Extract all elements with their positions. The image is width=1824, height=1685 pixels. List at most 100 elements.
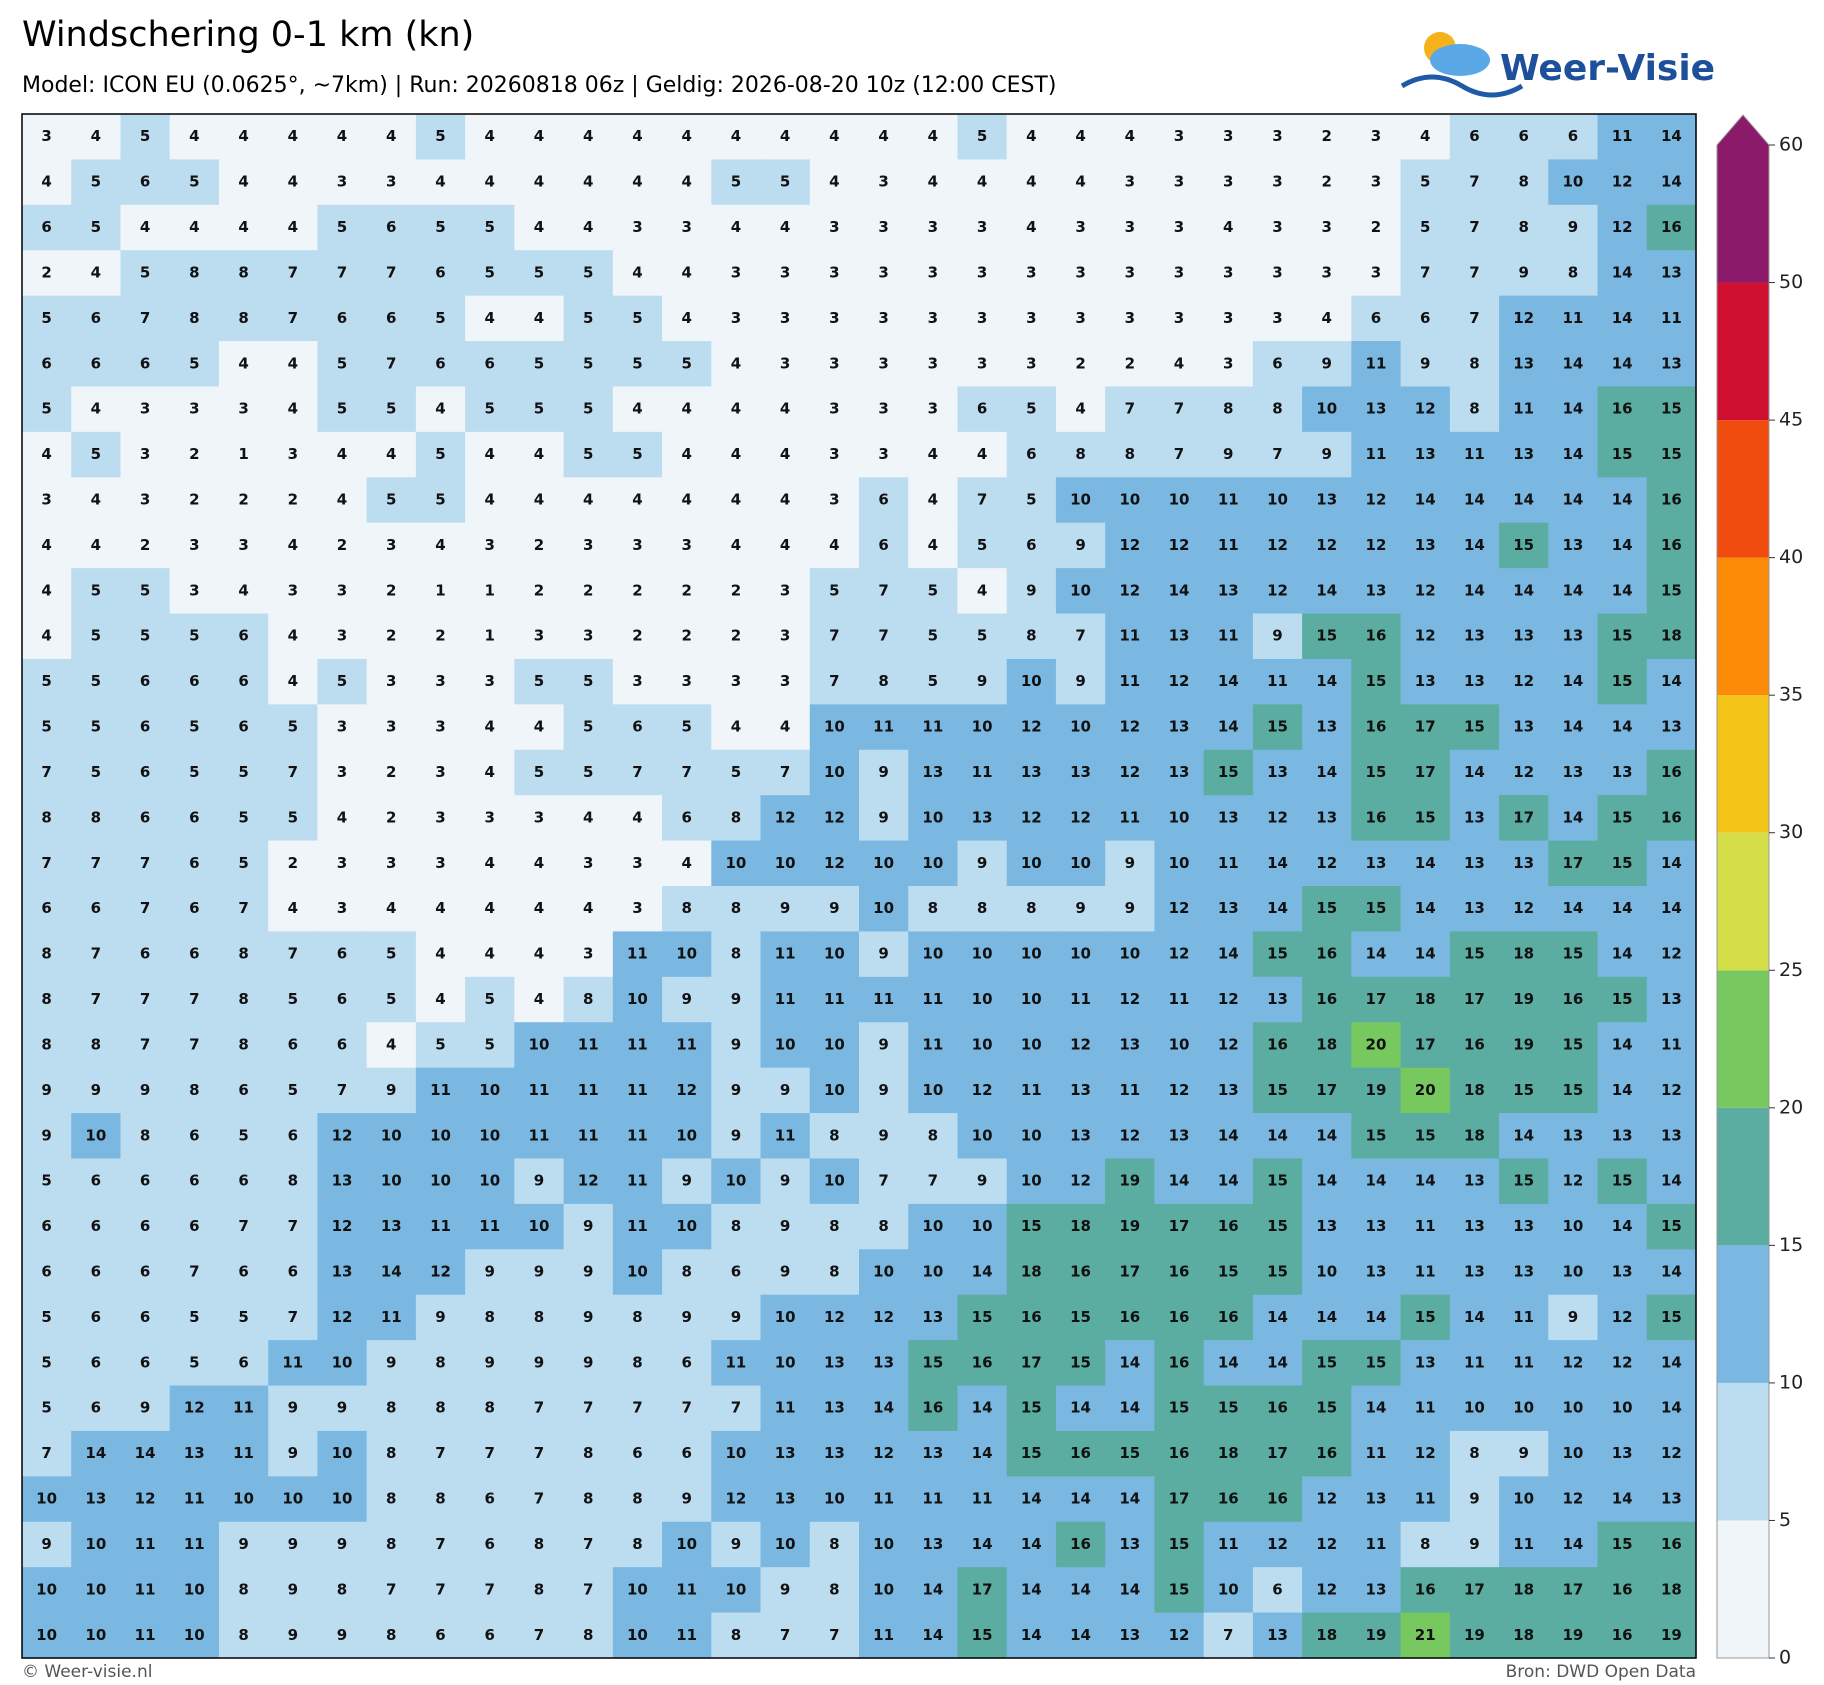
cell — [1597, 1476, 1648, 1523]
cell-label: 15 — [1218, 1399, 1239, 1417]
cell — [317, 886, 368, 933]
cell — [1154, 1385, 1205, 1432]
cell — [1154, 1249, 1205, 1296]
cell-label: 7 — [829, 672, 839, 690]
cell-label: 4 — [91, 536, 101, 554]
cell-label: 13 — [1661, 990, 1682, 1008]
cell — [169, 114, 220, 161]
cell — [218, 704, 269, 751]
cell-label: 7 — [238, 1217, 248, 1235]
cell-label: 10 — [479, 1081, 500, 1099]
cell — [1302, 1567, 1352, 1614]
cell — [268, 1067, 319, 1114]
cell — [1351, 1385, 1402, 1432]
cell-label: 16 — [1661, 1535, 1682, 1553]
cell-label: 8 — [829, 1217, 839, 1235]
cell-label: 5 — [189, 354, 199, 372]
cell — [612, 250, 663, 297]
cell-label: 11 — [1218, 854, 1239, 872]
cell-label: 7 — [829, 627, 839, 645]
cell-label: 3 — [583, 945, 593, 963]
cell-label: 6 — [731, 1263, 741, 1281]
cell — [760, 749, 811, 796]
cell — [1203, 795, 1254, 842]
cell — [268, 1385, 319, 1432]
cell — [120, 931, 171, 978]
cell-label: 6 — [977, 400, 987, 418]
cell — [465, 976, 515, 1023]
cell-label: 3 — [1272, 309, 1282, 327]
cell-label: 12 — [676, 1081, 697, 1099]
cell-label: 13 — [1464, 627, 1485, 645]
cell-label: 6 — [189, 1217, 199, 1235]
cell — [1548, 1567, 1599, 1614]
cell — [366, 613, 417, 660]
cell-label: 12 — [1267, 536, 1288, 554]
cell — [859, 1385, 909, 1432]
cell — [1646, 1249, 1697, 1296]
cell-label: 12 — [1612, 173, 1633, 191]
cell-label: 16 — [1415, 1580, 1436, 1598]
cell — [1597, 1203, 1648, 1250]
cell-label: 14 — [1464, 536, 1485, 554]
cell-label: 17 — [1464, 990, 1485, 1008]
cell-label: 1 — [485, 581, 495, 599]
cell-label: 11 — [775, 990, 796, 1008]
cell-label: 11 — [1267, 672, 1288, 690]
cell — [268, 522, 319, 569]
cell-label: 16 — [1661, 491, 1682, 509]
cell — [317, 1067, 368, 1114]
cell-label: 3 — [829, 445, 839, 463]
cell — [563, 114, 614, 161]
cell-label: 4 — [435, 173, 445, 191]
cell-label: 13 — [1316, 718, 1337, 736]
colorbar-tick-label: 5 — [1779, 1509, 1791, 1531]
cell-label: 3 — [1125, 309, 1135, 327]
cell — [120, 976, 171, 1023]
cell — [169, 658, 220, 705]
cell — [957, 931, 1008, 978]
cell — [1302, 1430, 1352, 1477]
cell — [1449, 1158, 1500, 1205]
cell-label: 4 — [485, 718, 495, 736]
cell-label: 4 — [1420, 127, 1430, 145]
cell — [218, 1521, 269, 1568]
cell — [711, 749, 762, 796]
cell-label: 13 — [1513, 627, 1534, 645]
cell-label: 14 — [1562, 808, 1583, 826]
cell-label: 10 — [1316, 400, 1337, 418]
cell — [1597, 613, 1648, 660]
cell — [809, 341, 860, 388]
cell-label: 8 — [829, 1535, 839, 1553]
cell — [1105, 295, 1156, 342]
cell — [1302, 886, 1352, 933]
cell-label: 5 — [977, 127, 987, 145]
cell — [1449, 1067, 1500, 1114]
cell — [120, 522, 171, 569]
cell — [1154, 1567, 1205, 1614]
cell — [1351, 1294, 1402, 1341]
colorbar-segment — [1717, 1520, 1769, 1658]
cell-label: 6 — [140, 672, 150, 690]
cell-label: 9 — [288, 1626, 298, 1644]
cell — [612, 1521, 663, 1568]
cell-label: 8 — [238, 945, 248, 963]
cell-label: 5 — [534, 354, 544, 372]
cell — [1499, 477, 1549, 524]
cell — [1252, 1521, 1303, 1568]
cell-label: 12 — [972, 1081, 993, 1099]
cell-label: 3 — [632, 536, 642, 554]
cell — [563, 1067, 614, 1114]
cell-label: 8 — [140, 1126, 150, 1144]
cell — [1548, 613, 1599, 660]
cell — [268, 1294, 319, 1341]
cell — [1055, 341, 1106, 388]
cell-label: 3 — [1026, 309, 1036, 327]
cell-label: 13 — [922, 1444, 943, 1462]
cell-label: 11 — [430, 1081, 451, 1099]
cell-label: 14 — [1415, 1172, 1436, 1190]
cell-label: 8 — [91, 1035, 101, 1053]
cell — [1548, 1113, 1599, 1160]
cell — [1154, 1294, 1205, 1341]
cell-label: 10 — [85, 1626, 106, 1644]
